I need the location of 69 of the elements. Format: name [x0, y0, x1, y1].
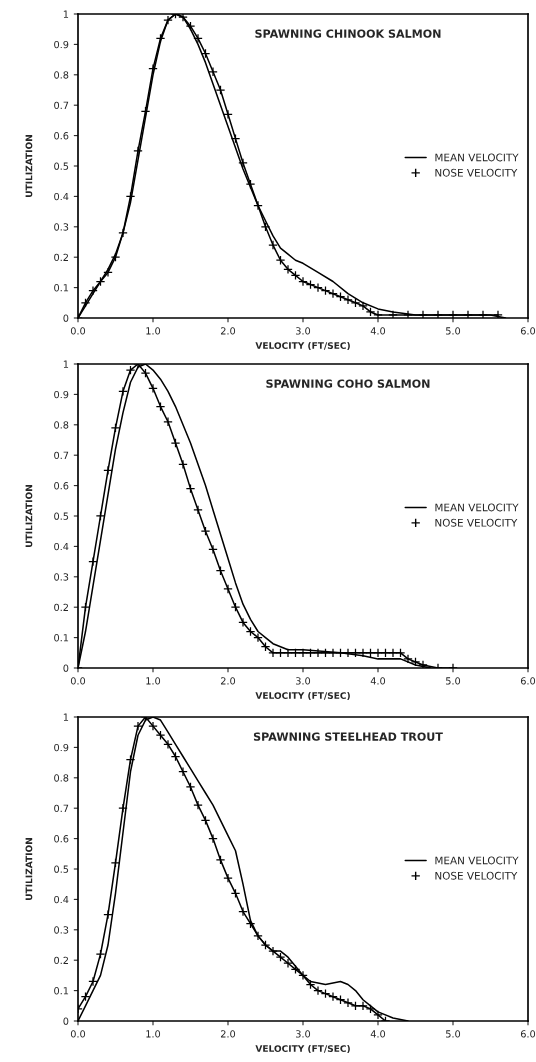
- y-tick-label: 0.4: [54, 895, 69, 904]
- y-tick-label: 0.5: [54, 865, 69, 873]
- x-tick-label: 6.0: [520, 1030, 536, 1038]
- y-axis-title: UTILIZATION: [25, 135, 33, 197]
- y-tick-label: 0.8: [54, 421, 69, 429]
- text: SPAWNING CHINOOK SALMON: [255, 29, 441, 38]
- y-tick-label: 0.6: [54, 132, 69, 140]
- x-tick-label: 5.0: [446, 677, 461, 685]
- y-tick-label: 0.6: [54, 835, 69, 843]
- y-tick-label: 1: [63, 713, 69, 721]
- y-tick-label: 0.1: [54, 987, 69, 995]
- x-axis-title: VELOCITY (FT/SEC): [255, 692, 350, 701]
- y-tick-label: 1: [63, 10, 69, 18]
- text: SPAWNING COHO SALMON: [266, 379, 430, 388]
- legend-label: MEAN VELOCITY: [435, 856, 519, 865]
- x-tick-label: 4.0: [370, 677, 386, 685]
- x-tick-label: 6.0: [520, 327, 536, 335]
- y-tick-label: 0.9: [54, 40, 69, 49]
- x-tick-label: 4.0: [370, 327, 386, 335]
- y-tick-label: 0.4: [54, 542, 69, 551]
- y-tick-label: 0.8: [54, 71, 69, 79]
- legend-label: NOSE VELOCITY: [435, 518, 518, 527]
- x-tick-label: 3.0: [296, 677, 311, 685]
- x-tick-label: 6.0: [520, 677, 536, 685]
- y-tick-label: 0.6: [54, 482, 69, 490]
- y-axis-title: UTILIZATION: [25, 838, 33, 900]
- x-tick-label: 0.0: [70, 1030, 86, 1038]
- y-tick-label: 0.9: [54, 743, 69, 752]
- y-tick-label: 0.2: [54, 956, 68, 965]
- x-tick-label: 0.0: [70, 677, 86, 685]
- y-tick-label: 1: [63, 360, 69, 368]
- y-tick-label: 0: [63, 314, 69, 322]
- y-tick-label: 0.4: [54, 192, 69, 201]
- text: SPAWNING STEELHEAD TROUT: [253, 732, 443, 741]
- y-tick-label: 0.5: [54, 512, 69, 520]
- x-tick-label: 4.0: [370, 1030, 386, 1038]
- x-tick-label: 3.0: [296, 1030, 311, 1038]
- y-tick-label: 0.7: [54, 804, 69, 813]
- y-tick-label: 0.3: [54, 926, 69, 934]
- y-tick-label: 0.1: [54, 634, 69, 642]
- x-tick-label: 5.0: [446, 327, 461, 335]
- y-tick-label: 0: [63, 1017, 69, 1025]
- x-tick-label: 2.0: [220, 1030, 236, 1038]
- y-tick-label: 0.1: [54, 284, 69, 292]
- y-tick-label: 0.7: [54, 451, 69, 460]
- y-tick-label: 0.2: [54, 603, 68, 612]
- x-axis-title: VELOCITY (FT/SEC): [255, 342, 350, 351]
- x-tick-label: 2.0: [220, 327, 236, 335]
- legend-label: NOSE VELOCITY: [435, 871, 518, 880]
- y-tick-label: 0.3: [54, 223, 69, 231]
- y-tick-label: 0.5: [54, 162, 69, 170]
- legend-label: MEAN VELOCITY: [435, 503, 519, 512]
- y-axis-title: UTILIZATION: [25, 485, 33, 547]
- x-tick-label: 1.0: [146, 1030, 161, 1038]
- y-tick-label: 0.7: [54, 101, 69, 110]
- y-tick-label: 0.3: [54, 573, 69, 581]
- y-tick-label: 0.8: [54, 774, 69, 782]
- x-tick-label: 1.0: [146, 677, 161, 685]
- legend-label: MEAN VELOCITY: [435, 153, 519, 162]
- x-tick-label: 3.0: [296, 327, 311, 335]
- x-tick-label: 5.0: [446, 1030, 461, 1038]
- y-tick-label: 0.2: [54, 253, 68, 262]
- x-tick-label: 1.0: [146, 327, 161, 335]
- y-tick-label: 0.9: [54, 390, 69, 399]
- x-tick-label: 2.0: [220, 677, 236, 685]
- y-tick-label: 0: [63, 664, 69, 672]
- x-tick-label: 0.0: [70, 327, 86, 335]
- x-axis-title: VELOCITY (FT/SEC): [255, 1045, 350, 1054]
- legend-label: NOSE VELOCITY: [435, 168, 518, 177]
